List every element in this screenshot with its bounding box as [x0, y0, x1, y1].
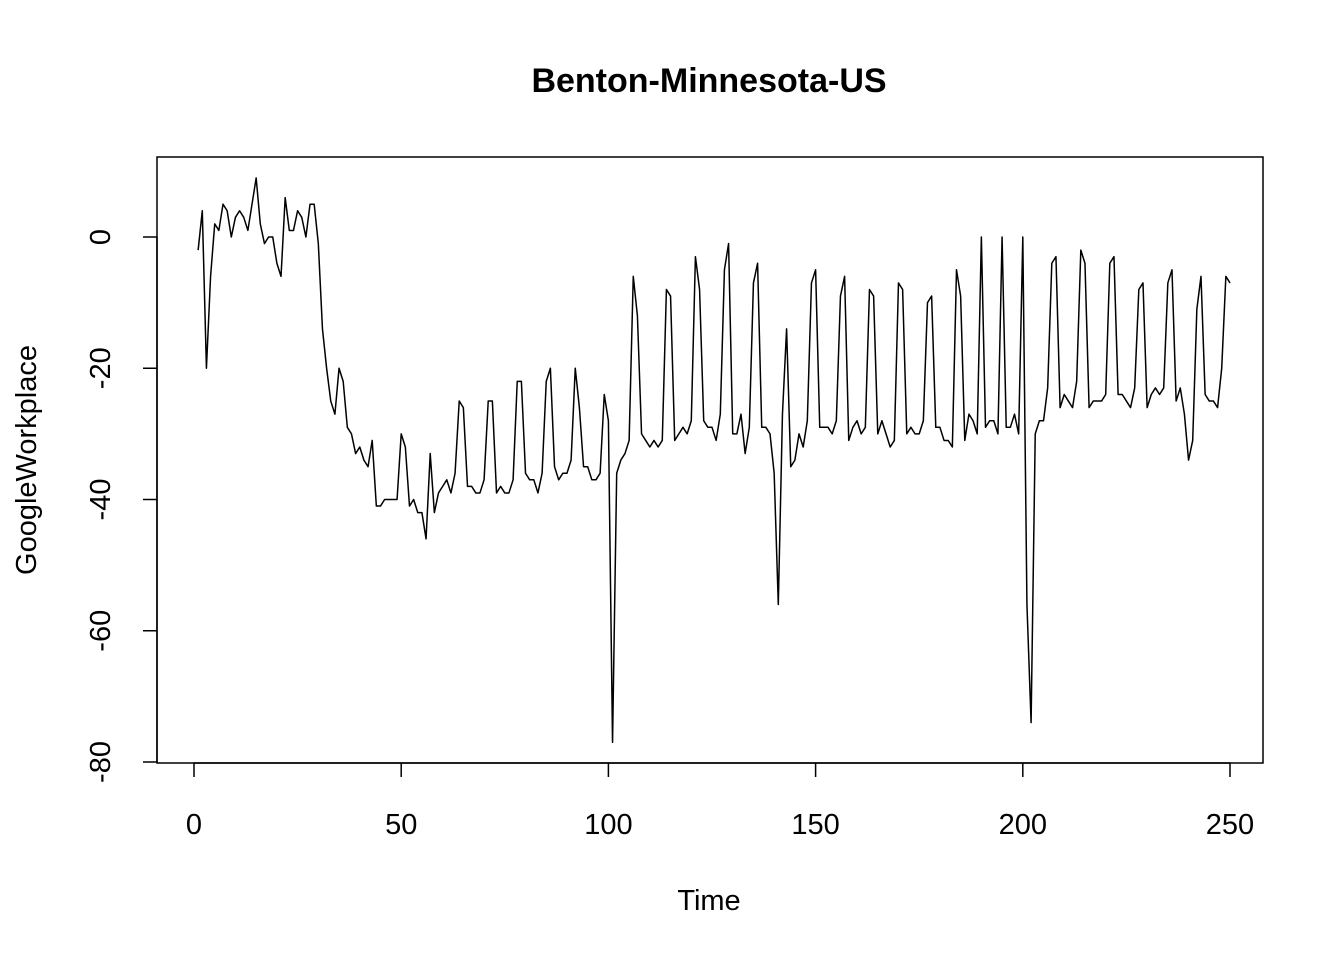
- x-tick-label: 0: [186, 809, 202, 841]
- y-axis: -80 -60 -40 -20 0: [85, 229, 158, 783]
- chart-title: Benton-Minnesota-US: [531, 62, 886, 100]
- x-tick-label: 200: [999, 809, 1047, 841]
- x-tick-label: 250: [1206, 809, 1254, 841]
- y-tick-label: -40: [85, 479, 117, 521]
- y-tick-label: -20: [85, 347, 117, 389]
- y-tick-label: -60: [85, 610, 117, 652]
- x-axis-label: Time: [677, 885, 740, 917]
- x-axis: 0 50 100 150 200 250: [186, 762, 1254, 841]
- y-axis-label: GoogleWorkplace: [11, 345, 43, 575]
- x-tick-label: 50: [385, 809, 417, 841]
- plot-frame: [156, 156, 1264, 764]
- x-tick-label: 100: [584, 809, 632, 841]
- y-tick-label: -80: [85, 741, 117, 783]
- y-tick-label: 0: [85, 229, 117, 245]
- x-tick-label: 150: [791, 809, 839, 841]
- series-line-googleworkplace: [197, 177, 1231, 744]
